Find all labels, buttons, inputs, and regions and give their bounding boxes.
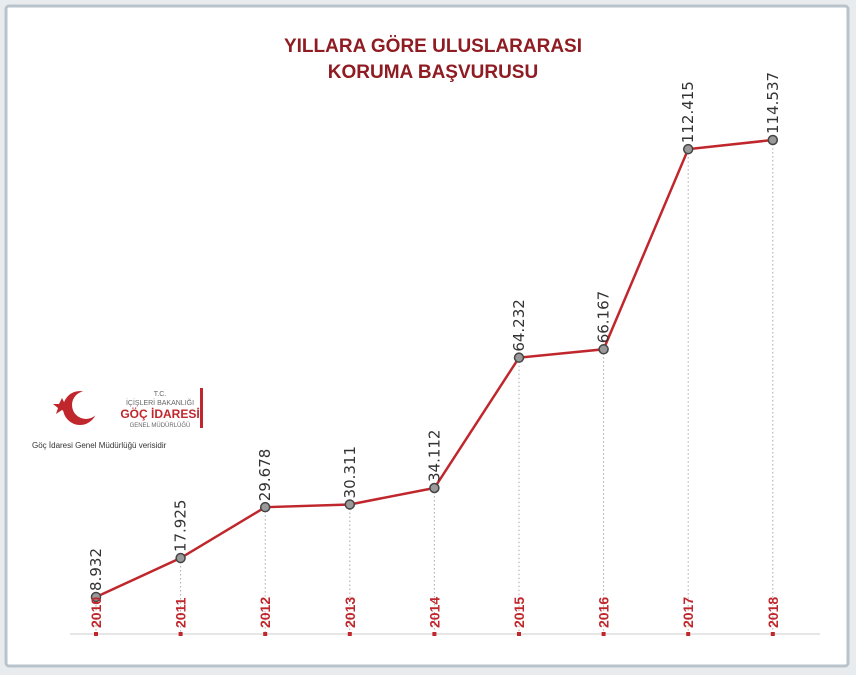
chart-title: KORUMA BAŞVURUSU (328, 62, 538, 83)
tick-square (770, 632, 775, 636)
tick-square (601, 632, 606, 636)
x-tick-label: 2013 (342, 597, 358, 628)
x-tick-label: 2011 (173, 597, 189, 628)
x-tick-label: 2018 (765, 597, 781, 628)
marker (429, 482, 440, 494)
marker (513, 352, 525, 363)
tick-square (517, 632, 521, 636)
tick-square (432, 632, 437, 636)
x-tick-label: 2014 (426, 597, 442, 628)
chart-title: YILLARA GÖRE ULUSLARARASI (284, 36, 582, 57)
x-tick-label: 2012 (257, 597, 273, 628)
tick-square (94, 632, 98, 636)
value-label: 17.925 (172, 500, 190, 553)
tick-square (347, 632, 352, 636)
logo-bar (200, 388, 203, 428)
logo: T.C. İÇİŞLERİ BAKANLIĞI GÖÇ İDARESİ GENE… (32, 388, 203, 450)
value-label: 8.932 (87, 548, 105, 591)
value-label: 66.167 (595, 291, 613, 344)
source-note: Göç İdaresi Genel Müdürlüğü verisidir (32, 441, 167, 450)
x-tick-label: 2010 (88, 597, 104, 628)
marker (767, 134, 779, 146)
logo-crescent-cut (72, 391, 100, 419)
tick-square (178, 632, 183, 636)
marker (175, 552, 186, 564)
marker (682, 143, 694, 155)
marker (598, 344, 609, 355)
value-label: 34.112 (425, 429, 443, 482)
value-label: 64.232 (510, 299, 528, 352)
x-tick-label: 2017 (680, 597, 696, 628)
x-tick-label: 2016 (596, 597, 612, 628)
marker (259, 501, 271, 513)
value-label: 112.415 (679, 81, 697, 143)
logo-text: GÖÇ İDARESİ (120, 406, 199, 421)
logo-text: İÇİŞLERİ BAKANLIĞI (126, 398, 194, 407)
value-label: 29.678 (256, 449, 274, 502)
tick-square (686, 632, 691, 636)
tick-square (263, 632, 268, 636)
card (4, 4, 850, 668)
x-tick-label: 2015 (511, 597, 527, 628)
logo-text: T.C. (154, 391, 167, 398)
value-label: 114.537 (764, 72, 782, 134)
marker (344, 499, 356, 510)
marker (90, 591, 102, 603)
logo-star (53, 398, 71, 414)
logo-text: GENEL MÜDÜRLÜĞÜ (130, 422, 191, 429)
value-label: 30.311 (341, 446, 359, 499)
